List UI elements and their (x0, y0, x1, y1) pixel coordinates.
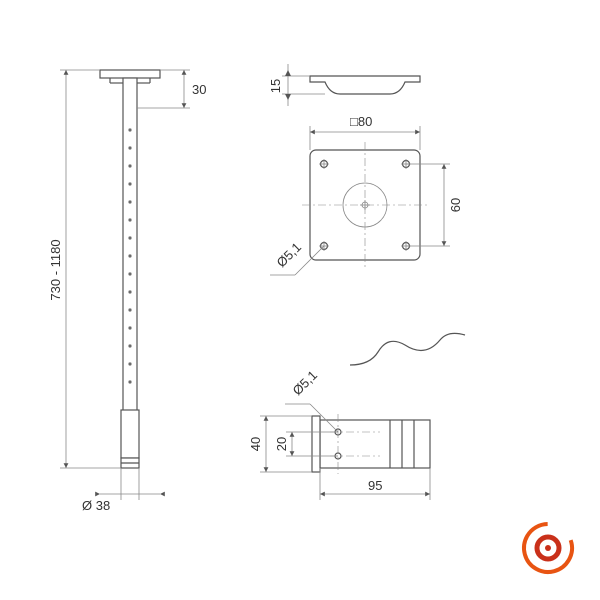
dim-95: 95 (368, 478, 382, 493)
plate-top-view: □80 60 Ø5,1 (270, 114, 463, 275)
brand-logo (515, 515, 581, 581)
foot-detail: Ø5,1 40 20 95 (248, 368, 430, 500)
dim-40: 40 (248, 437, 263, 451)
dim-20: 20 (274, 437, 289, 451)
dim-foot-hole: Ø5,1 (290, 368, 321, 399)
side-view: 730 - 1180 30 Ø 38 (48, 70, 206, 513)
dim-height: 730 - 1180 (48, 239, 63, 300)
technical-drawing: 730 - 1180 30 Ø 38 15 (0, 0, 600, 600)
dim-hole51: Ø5,1 (274, 240, 305, 271)
dim-diameter: Ø 38 (82, 498, 110, 513)
dim-plate-h: 15 (268, 79, 283, 93)
dim-sq80: □80 (350, 114, 372, 129)
plate-side-view: 15 (268, 64, 420, 106)
spring-clip (350, 333, 465, 365)
dim-top-offset: 30 (192, 82, 206, 97)
dim-60: 60 (448, 198, 463, 212)
